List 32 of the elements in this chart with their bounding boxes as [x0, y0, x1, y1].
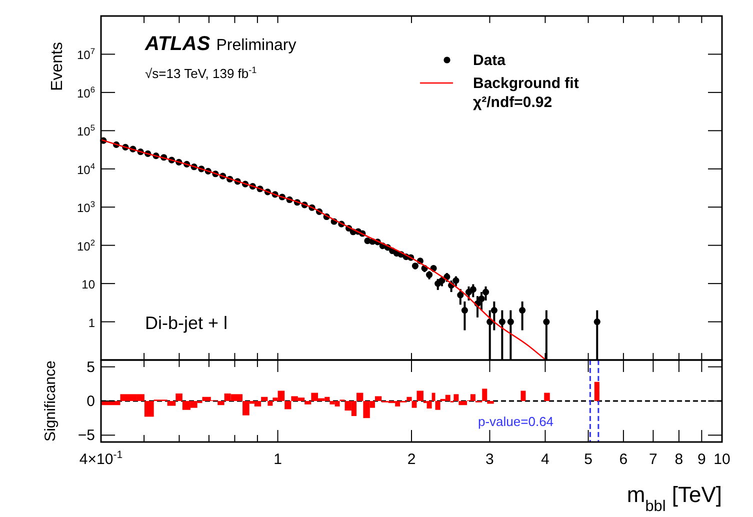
- y-tick-label: 10$^{6}$: [76, 84, 96, 100]
- x-tick-label: 7: [649, 451, 658, 468]
- y-axis-title: Events: [49, 42, 66, 91]
- annotation: Di-b-jet + l: [145, 313, 228, 333]
- y-tick-label: 10: [82, 278, 96, 292]
- y-axis-title: Significance: [42, 360, 59, 442]
- y-tick-label: 1: [88, 316, 96, 330]
- annotation: ATLAS Preliminary: [144, 33, 296, 55]
- x-tick-label: 4×10$^{-1}$: [79, 449, 123, 468]
- annotation: √s=13 TeV, 139 fb$^{-1}$: [145, 65, 257, 81]
- x-tick-label: 3: [486, 451, 494, 468]
- y-tick-label: −5: [78, 427, 95, 444]
- y-tick-label: 10$^{4}$: [76, 160, 96, 177]
- x-tick-label: 10: [714, 451, 730, 468]
- x-tick-label: 4: [541, 451, 550, 468]
- y-tick-label: 10$^{7}$: [76, 46, 96, 62]
- y-tick-label: 10$^{3}$: [76, 199, 96, 216]
- x-axis-title: m$_{bbl}$ [TeV]: [626, 482, 722, 514]
- x-tick-label: 8: [674, 451, 684, 468]
- legend-label: Background fit: [473, 75, 579, 92]
- y-tick-label: 5: [86, 358, 95, 376]
- y-tick-label: 10$^{2}$: [76, 237, 96, 254]
- x-tick-label: 9: [698, 451, 706, 468]
- y-tick-label: 10$^{5}$: [76, 122, 96, 139]
- x-tick-label: 6: [619, 451, 628, 468]
- legend-label: Data: [473, 52, 506, 69]
- x-tick-label: 5: [584, 451, 592, 468]
- x-tick-label: 1: [274, 451, 282, 468]
- annotation: p-value=0.64: [478, 414, 554, 429]
- x-tick-label: 2: [407, 451, 416, 468]
- y-tick-label: 0: [86, 393, 95, 410]
- annotation: χ²/ndf=0.92: [473, 94, 552, 111]
